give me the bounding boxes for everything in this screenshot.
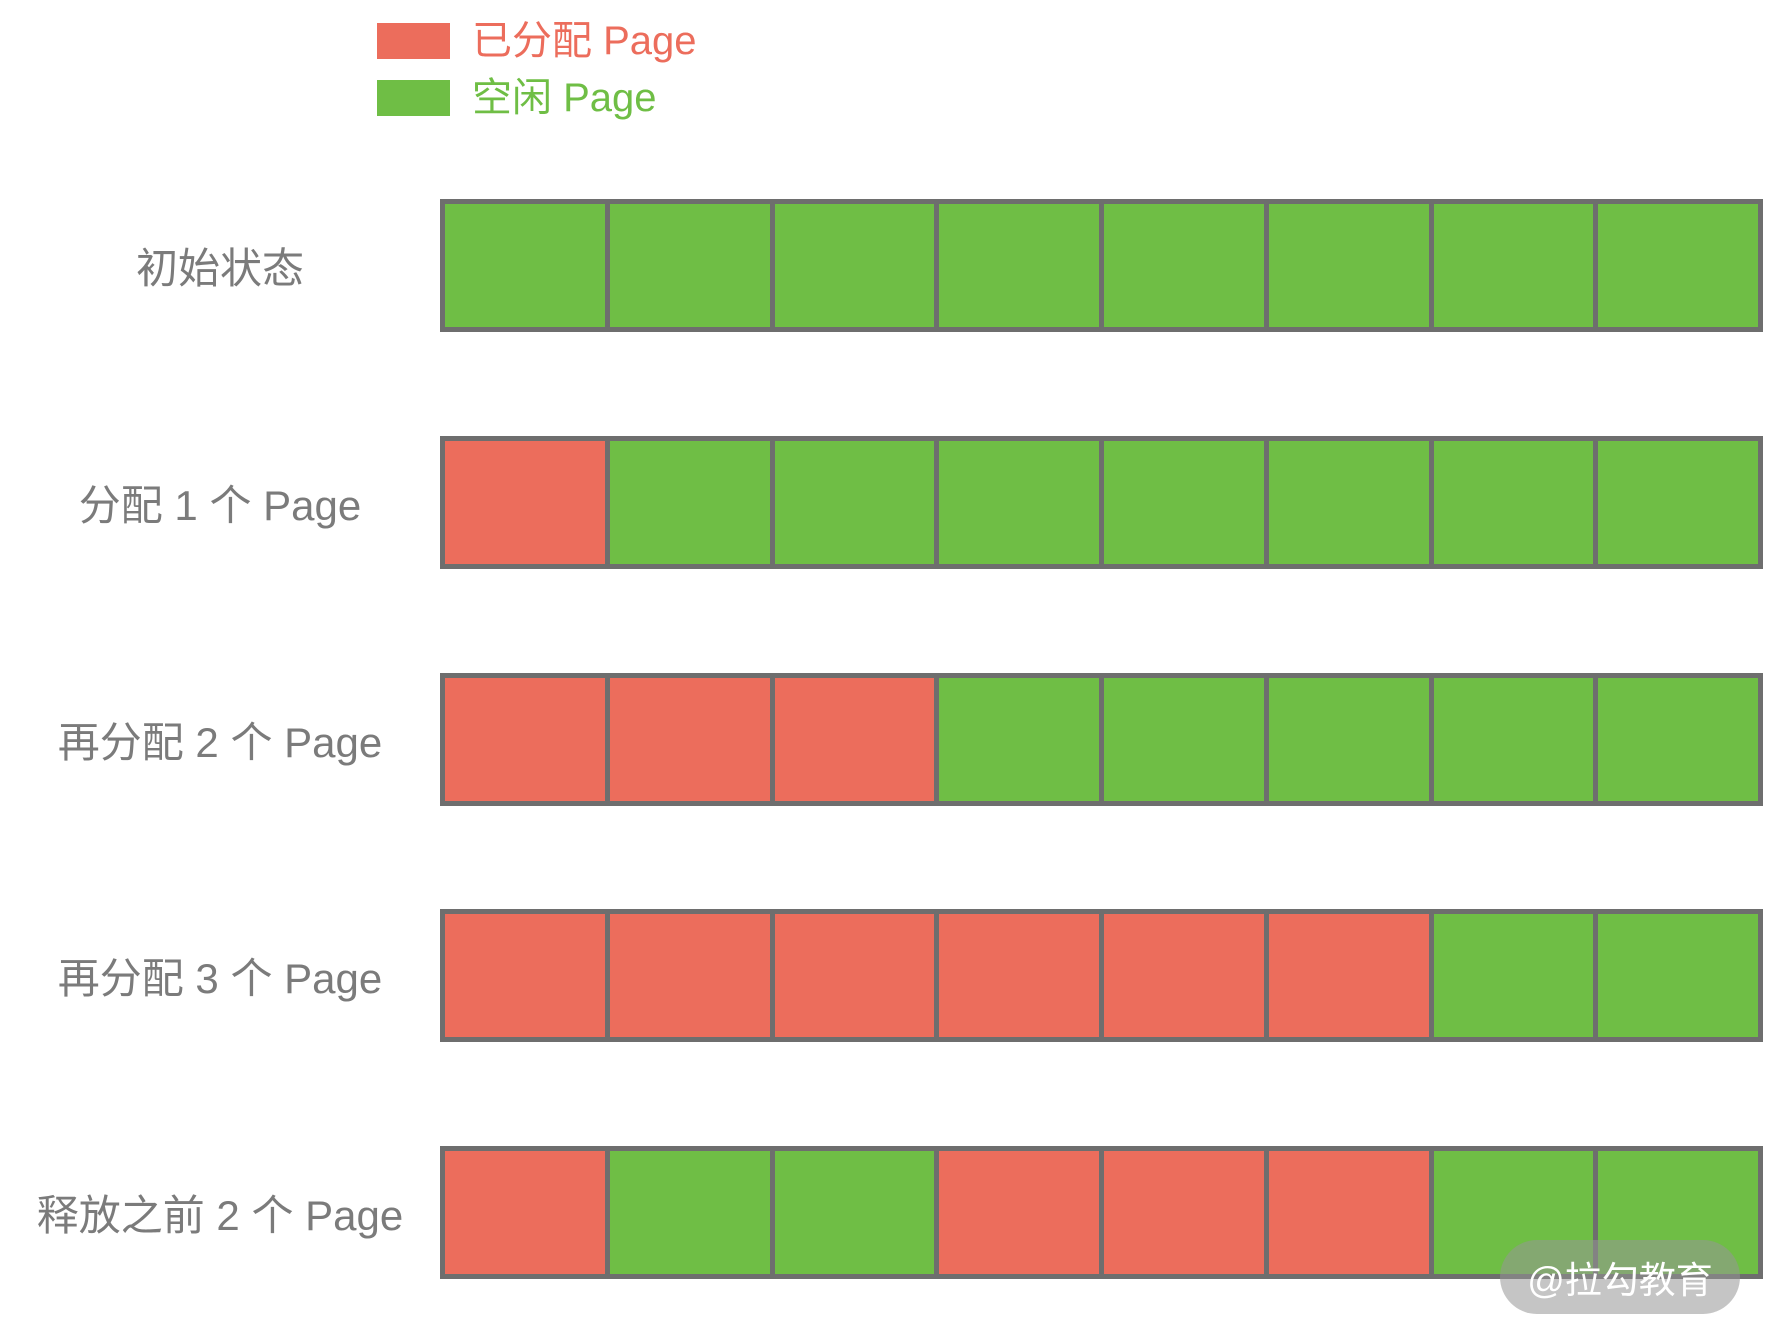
page-cell-allocated [1104, 1151, 1264, 1274]
watermark-text: @拉勾教育 [1527, 1260, 1713, 1301]
page-cell-free [1598, 914, 1758, 1037]
page-cell-allocated [774, 914, 935, 1037]
page-cell-free [774, 1151, 935, 1274]
page-bar [440, 909, 1763, 1042]
page-cell-free [609, 441, 770, 564]
legend: 已分配 Page 空闲 Page [377, 19, 697, 136]
allocation-row: 分配 1 个 Page [0, 436, 1770, 569]
legend-label: 已分配 Page [472, 19, 697, 63]
allocated-swatch-icon [377, 23, 450, 59]
allocation-row: 再分配 3 个 Page [0, 909, 1770, 1042]
page-cell-free [1268, 441, 1429, 564]
page-cell-allocated [445, 678, 605, 801]
legend-item-free: 空闲 Page [377, 76, 697, 120]
page-cell-free [1104, 204, 1264, 327]
page-cell-free [445, 204, 605, 327]
free-swatch-icon [377, 80, 450, 116]
legend-item-allocated: 已分配 Page [377, 19, 697, 63]
row-label: 释放之前 2 个 Page [36, 1192, 404, 1239]
watermark-badge: @拉勾教育 [1500, 1240, 1740, 1314]
page-cell-free [609, 204, 770, 327]
page-cell-allocated [609, 678, 770, 801]
page-cell-allocated [445, 1151, 605, 1274]
allocation-row: 再分配 2 个 Page [0, 673, 1770, 806]
legend-label: 空闲 Page [472, 76, 657, 120]
allocation-row: 初始状态 [0, 199, 1770, 332]
page-cell-free [1104, 441, 1264, 564]
page-bar [440, 199, 1763, 332]
page-cell-free [1104, 678, 1264, 801]
row-label: 分配 1 个 Page [78, 482, 362, 529]
page-bar [440, 673, 1763, 806]
page-cell-allocated [939, 914, 1099, 1037]
page-cell-free [1598, 204, 1758, 327]
page-cell-free [1598, 678, 1758, 801]
page-cell-allocated [939, 1151, 1099, 1274]
page-cell-free [939, 441, 1099, 564]
row-label: 再分配 3 个 Page [57, 955, 383, 1002]
page-cell-free [939, 678, 1099, 801]
page-cell-free [1268, 204, 1429, 327]
page-cell-free [1433, 441, 1594, 564]
row-label: 初始状态 [135, 245, 304, 292]
page-cell-allocated [609, 914, 770, 1037]
page-cell-free [774, 204, 935, 327]
page-bar [440, 1146, 1763, 1279]
page-cell-free [1598, 441, 1758, 564]
row-label: 再分配 2 个 Page [57, 719, 383, 766]
page-cell-allocated [774, 678, 935, 801]
page-cell-free [1268, 678, 1429, 801]
allocation-row: 释放之前 2 个 Page [0, 1146, 1770, 1279]
page-cell-free [1433, 678, 1594, 801]
page-cell-allocated [445, 441, 605, 564]
page-bar [440, 436, 1763, 569]
page-cell-free [1433, 914, 1594, 1037]
page-cell-free [774, 441, 935, 564]
page-cell-allocated [445, 914, 605, 1037]
page-cell-free [939, 204, 1099, 327]
page-cell-allocated [1268, 1151, 1429, 1274]
page-cell-allocated [1104, 914, 1264, 1037]
page-cell-free [609, 1151, 770, 1274]
page-cell-allocated [1268, 914, 1429, 1037]
page-cell-free [1433, 204, 1594, 327]
